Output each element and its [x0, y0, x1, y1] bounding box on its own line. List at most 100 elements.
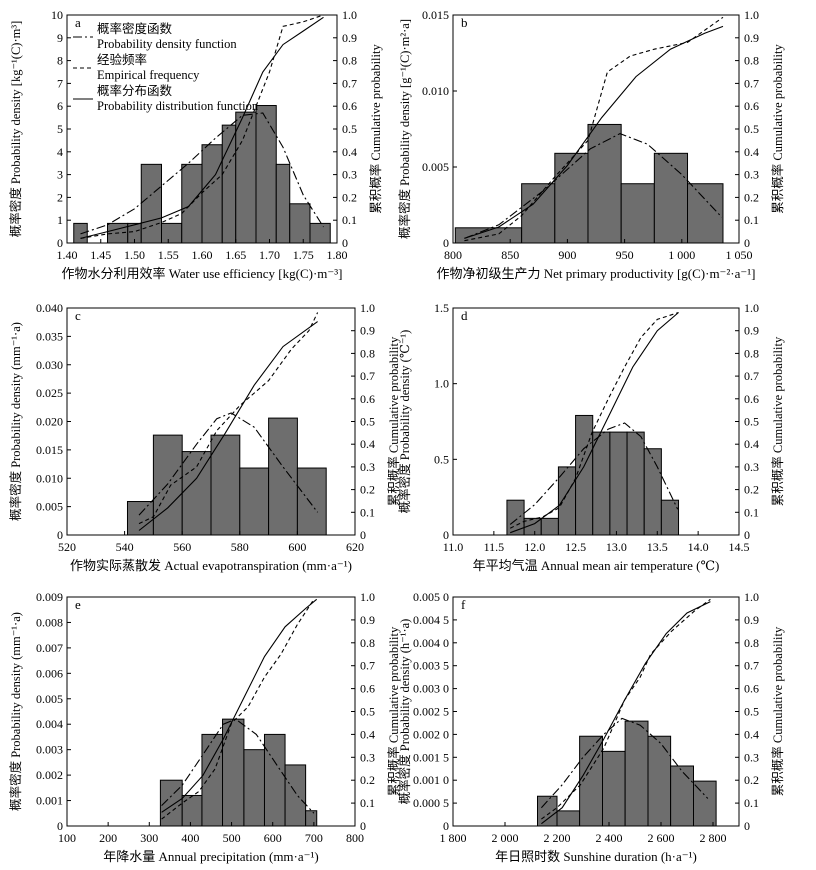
legend-label-cn: 概率密度函数 — [97, 21, 173, 36]
histogram-bar — [647, 735, 672, 827]
x-tick-label: 1 000 — [668, 248, 695, 262]
histogram-bar — [221, 124, 237, 244]
histogram-bar — [243, 749, 265, 827]
y-right-axis-label: 累积概率 Cumulative probability — [386, 336, 401, 506]
y-right-tick-label: 0.4 — [360, 437, 375, 451]
histogram-bar — [239, 467, 270, 536]
histogram-bar — [624, 720, 649, 827]
x-tick-label: 2 800 — [700, 831, 727, 845]
y-right-tick-label: 0.1 — [744, 505, 759, 519]
y-right-tick-label: 0.5 — [744, 122, 759, 136]
y-right-tick-label: 1.0 — [744, 301, 759, 315]
legend-label-cn: 经验频率 — [97, 52, 147, 67]
x-tick-label: 14.5 — [729, 540, 750, 554]
x-tick-label: 400 — [181, 831, 199, 845]
y-left-tick-label: 0.003 5 — [413, 659, 449, 673]
pdf-curve — [540, 717, 709, 809]
panel-e: 100 200 300 400 500 600 700 80000.0010.0020.003… — [8, 590, 401, 864]
histogram-bar — [263, 733, 286, 827]
y-left-tick-label: 0 — [57, 819, 63, 833]
y-right-tick-label: 0.7 — [360, 369, 375, 383]
x-tick-label: 300 — [140, 831, 158, 845]
legend-label-en: Empirical frequency — [97, 68, 200, 82]
y-left-tick-label: 0.030 — [36, 358, 63, 372]
histogram-bar — [309, 222, 331, 244]
y-right-axis-label: 累积概率 Cumulative probability — [770, 626, 785, 796]
cdf-curve — [80, 16, 324, 239]
y-right-axis-label: 累积概率 Cumulative probability — [770, 336, 785, 506]
y-left-tick-label: 0.000 5 — [413, 796, 449, 810]
empirical-frequency-curve — [541, 598, 711, 820]
x-tick-label: 14.0 — [688, 540, 709, 554]
x-axis-label: 年降水量 Annual precipitation (mm·a⁻¹) — [103, 849, 318, 864]
empirical-frequency-curve — [464, 16, 724, 242]
y-right-tick-label: 0.8 — [360, 346, 375, 360]
histogram-bar — [587, 123, 622, 244]
y-right-tick-label: 0.9 — [360, 613, 375, 627]
y-right-tick-label: 0.3 — [744, 168, 759, 182]
histogram-bar — [592, 431, 611, 536]
x-tick-label: 1.65 — [225, 248, 246, 262]
histogram-bar — [620, 183, 655, 244]
y-left-tick-label: 0.015 — [36, 443, 63, 457]
y-right-tick-label: 0.6 — [744, 682, 759, 696]
panel-label: f — [461, 597, 466, 612]
x-axis-label: 年日照时数 Sunshine duration (h·a⁻¹) — [495, 849, 697, 864]
x-tick-label: 1.80 — [327, 248, 348, 262]
y-left-axis-label: 概率密度 Probability density (h⁻¹·a) — [397, 619, 412, 805]
histogram-bar — [609, 431, 628, 536]
x-tick-label: 580 — [231, 540, 249, 554]
y-right-axis-label: 累积概率 Cumulative probability — [368, 44, 383, 214]
histogram-bar — [284, 764, 307, 827]
y-left-tick-label: 0.004 — [36, 717, 63, 731]
histogram-bar — [255, 105, 277, 244]
legend-label-cn: 概率分布函数 — [97, 83, 173, 98]
y-right-tick-label: 0.3 — [360, 460, 375, 474]
histogram-bar — [537, 795, 558, 827]
y-right-tick-label: 1.0 — [342, 8, 357, 22]
y-right-tick-label: 0.6 — [744, 99, 759, 113]
y-left-tick-label: 0.003 0 — [413, 682, 449, 696]
histogram-bar — [660, 499, 680, 536]
y-right-tick-label: 0.9 — [342, 31, 357, 45]
histogram-bar — [540, 517, 559, 536]
y-right-tick-label: 0 — [360, 819, 366, 833]
panel-label: a — [75, 15, 81, 30]
histogram-bar — [201, 733, 224, 827]
cdf-curve — [464, 25, 724, 239]
histogram-bar — [275, 163, 291, 244]
y-right-tick-label: 0.4 — [744, 727, 759, 741]
panel-c: 520 540 560 580 600 62000.0050.0100.0150.0200… — [8, 301, 401, 573]
histogram-bar — [268, 417, 298, 536]
empirical-frequency-curve — [509, 311, 679, 529]
y-left-tick-label: 0.035 — [36, 329, 63, 343]
histogram-bar — [626, 431, 645, 536]
y-right-tick-label: 0.5 — [342, 122, 357, 136]
histogram-bar — [643, 448, 662, 536]
panel-b: 800 850 900 950 1 000 1 05000.0050.0100.01500… — [397, 8, 785, 281]
histogram-bar — [152, 434, 183, 536]
y-left-tick-label: 0.005 — [36, 500, 63, 514]
y-right-tick-label: 0.2 — [342, 190, 357, 204]
y-right-tick-label: 0 — [744, 528, 750, 542]
x-axis-label: 作物净初级生产力 Net primary productivity [g(C)·… — [436, 266, 755, 281]
y-right-tick-label: 0.7 — [744, 659, 759, 673]
x-tick-label: 900 — [558, 248, 576, 262]
x-tick-label: 200 — [99, 831, 117, 845]
y-right-tick-label: 1.0 — [360, 301, 375, 315]
x-tick-label: 620 — [346, 540, 364, 554]
x-tick-label: 13.0 — [606, 540, 627, 554]
y-left-tick-label: 0.040 — [36, 301, 63, 315]
y-right-tick-label: 0.1 — [360, 796, 375, 810]
y-left-tick-label: 0 — [443, 236, 449, 250]
y-right-tick-label: 0.6 — [360, 682, 375, 696]
x-tick-label: 2 200 — [544, 831, 571, 845]
histogram-bar — [602, 750, 626, 827]
histogram-bar — [201, 144, 223, 244]
y-left-tick-label: 6 — [57, 99, 63, 113]
y-left-tick-label: 0.010 — [422, 84, 449, 98]
x-tick-label: 600 — [264, 831, 282, 845]
legend-label-en: Probability density function — [97, 37, 237, 51]
y-left-tick-label: 2 — [57, 190, 63, 204]
